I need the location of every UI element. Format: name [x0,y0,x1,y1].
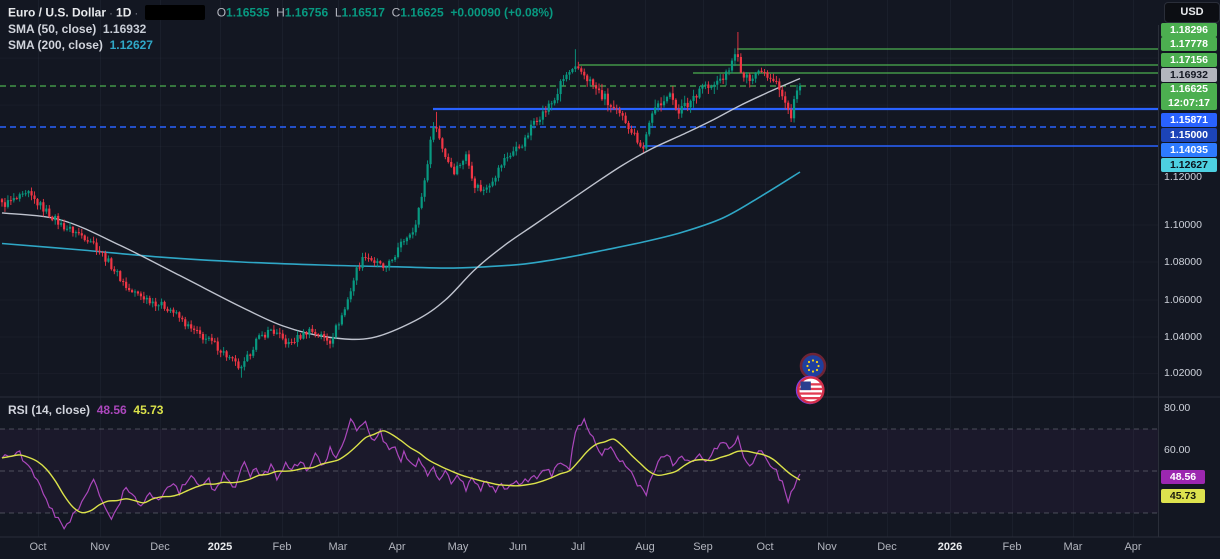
time-tick-apr: Apr [388,541,406,553]
time-tick-may: May [447,541,469,553]
interval-label: 1D [116,5,132,20]
sma200-value: 1.12627 [109,38,153,52]
time-tick-feb: Feb [272,541,292,553]
price-grid-label-hidden: 1.12000 [1164,171,1202,183]
time-tick-dec: Dec [150,541,170,553]
time-tick-nov: Nov [817,541,837,553]
time-tick-2025: 2025 [207,541,233,553]
change-value: +0.00090 (+0.08%) [450,5,554,20]
current-price-label: 1.16625 12:07:17 [1161,83,1217,110]
rsi-value-label: 45.73 [1161,489,1205,503]
price-axis[interactable]: 1.10000 1.08000 1.06000 1.04000 1.02000 1.120… [1158,0,1220,537]
time-axis[interactable]: Oct Nov Dec 2025 Feb Mar Apr May Jun Jul Aug Sep Oct… [0,537,1220,559]
rsi-value: 48.56 [96,403,127,417]
vertical-gridlines [38,0,1134,537]
time-tick-jul: Jul [570,541,586,553]
rsi-grid-label: 80.00 [1164,402,1191,414]
price-grid-label: 1.08000 [1164,256,1202,268]
time-tick-2026: 2026 [937,541,963,553]
high-value: 1.16756 [284,5,329,20]
sma50-value: 1.16932 [102,22,147,36]
symbol-title: Euro / U.S. Dollar [8,5,107,20]
time-tick-nov: Nov [90,541,110,553]
time-tick-mar: Mar [1063,541,1083,553]
price-grid-label: 1.06000 [1164,294,1202,306]
symbol-legend-row[interactable]: Euro / U.S. Dollar · 1D · O1.16535 H1.16756… [8,5,553,22]
current-price-value: 1.16625 [1170,83,1208,95]
time-tick-oct: Oct [29,541,47,553]
price-grid-label: 1.02000 [1164,367,1202,379]
price-level-label: 1.15871 [1161,113,1217,127]
rsi-value-label: 48.56 [1161,470,1205,484]
time-tick-jun: Jun [509,541,527,553]
close-label: C [391,5,401,20]
sma50-legend-row[interactable]: SMA (50, close) 1.16932 [8,22,146,36]
rsi-ma-line [1,430,801,514]
time-tick-dec: Dec [877,541,897,553]
redacted-provider-box [145,5,206,20]
eur-flag-icon [799,352,827,380]
rsi-label: RSI (14, close) [8,403,91,417]
rsi-grid-label: 60.00 [1164,444,1191,456]
price-level-label: 1.15000 [1161,128,1217,142]
sma200-line [1,171,801,269]
horizontal-gridlines [0,57,1158,374]
rsi-band [0,429,1158,513]
time-tick-apr: Apr [1124,541,1142,553]
rsi-legend-row[interactable]: RSI (14, close) 48.56 45.73 [8,403,163,417]
low-value: 1.16517 [341,5,385,20]
close-value: 1.16625 [400,5,444,20]
sma200-legend-row[interactable]: SMA (200, close) 1.12627 [8,38,153,52]
price-level-label: 1.17156 [1161,53,1217,67]
price-level-label: 1.14035 [1161,143,1217,157]
sma200-label: SMA (200, close) [8,38,103,52]
time-tick-feb: Feb [1002,541,1022,553]
price-level-label: 1.17778 [1161,37,1217,51]
price-grid-label: 1.04000 [1164,331,1202,343]
high-label: H [276,5,285,20]
sma50-label: SMA (50, close) [8,22,97,36]
candles-layer[interactable] [0,32,802,378]
price-grid-label: 1.10000 [1164,219,1202,231]
rsi-line [1,417,801,531]
separator-dot: · [134,5,139,20]
us-stripes [799,381,823,400]
level-lines [0,48,1158,147]
price-level-label: 1.16932 [1161,68,1217,82]
rsi-guides [0,428,1158,514]
bar-countdown: 12:07:17 [1167,96,1211,109]
currency-unit-button[interactable]: USD [1164,2,1220,23]
usd-flag-icon [795,375,825,405]
sma50-line [1,77,801,341]
open-label: O [216,5,227,20]
time-tick-aug: Aug [635,541,655,553]
eu-stars [806,359,820,373]
low-label: L [334,5,342,20]
time-tick-oct: Oct [756,541,774,553]
price-level-label: 1.18296 [1161,23,1217,37]
price-level-label: 1.12627 [1161,158,1217,172]
time-tick-sep: Sep [693,541,713,553]
time-tick-mar: Mar [328,541,348,553]
open-value: 1.16535 [226,5,270,20]
separator-dot: · [109,5,114,20]
rsi-ma-value: 45.73 [133,403,164,417]
